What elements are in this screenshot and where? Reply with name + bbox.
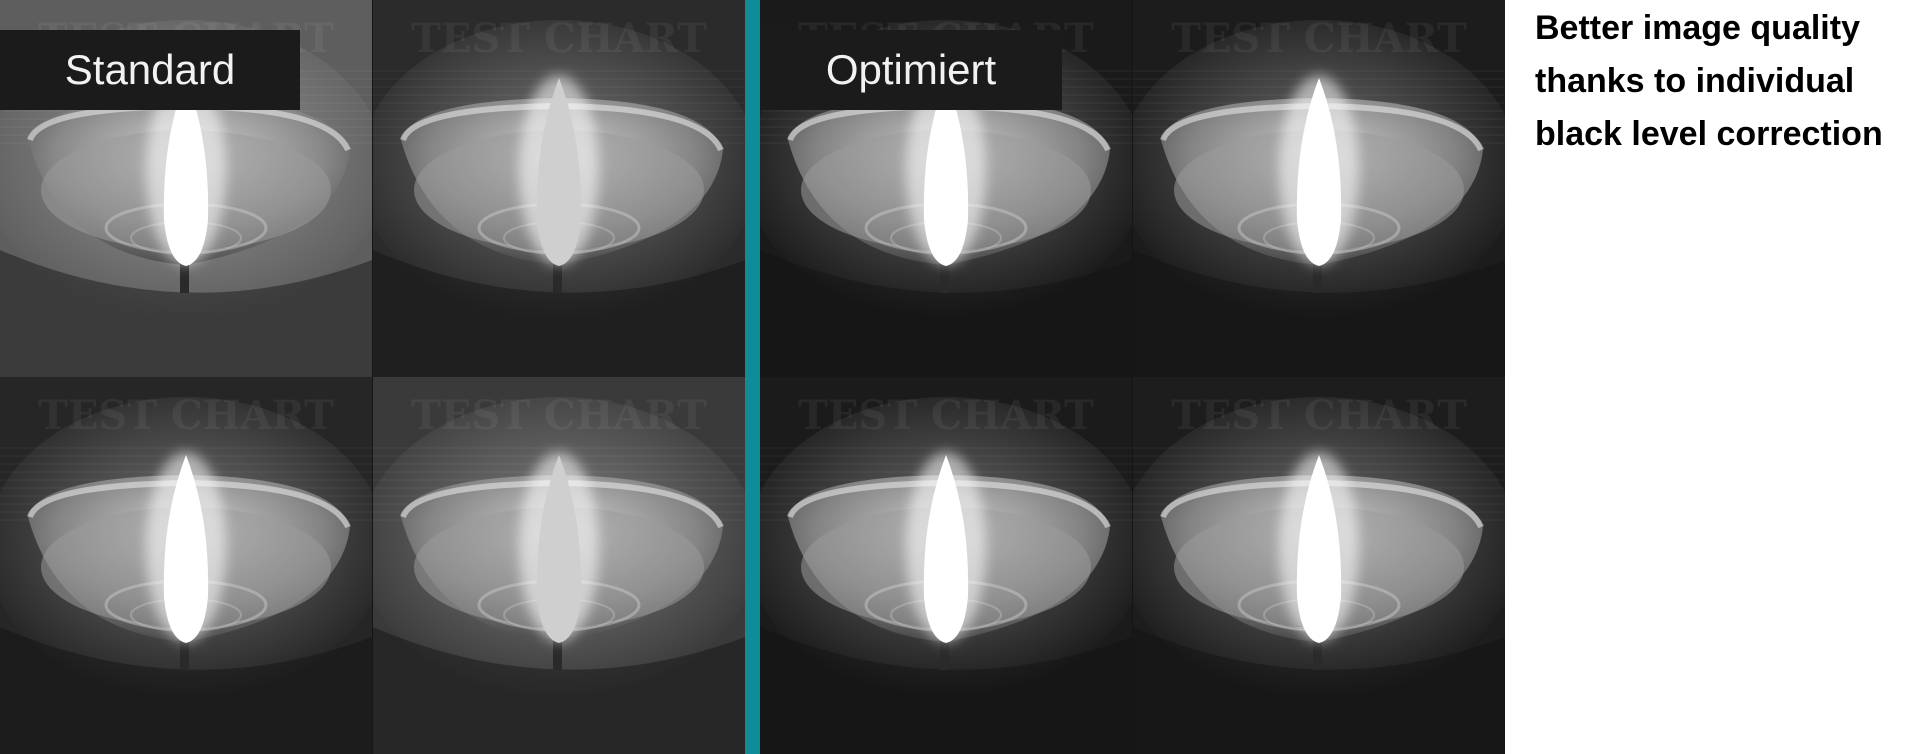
candle-photo: TEST CHART [760,377,1132,754]
standard-bottom-right-tile: TEST CHART [373,377,745,754]
candle-photo: TEST CHART [373,0,745,377]
standard-label: Standard [0,30,300,110]
optimized-label: Optimiert [760,30,1062,110]
optimized-top-right-tile: TEST CHART [1133,0,1505,377]
candle-photo: TEST CHART [1133,0,1505,377]
standard-bottom-left-tile: TEST CHART [0,377,372,754]
caption-line-1: Better image quality [1535,9,1860,47]
caption-line-2: thanks to individual [1535,62,1855,100]
candle-photo: TEST CHART [1133,377,1505,754]
candle-photo: TEST CHART [0,377,372,754]
optimized-bottom-left-tile: TEST CHART [760,377,1132,754]
candle-photo: TEST CHART [373,377,745,754]
optimized-panel: TEST CHART TEST CHART TEST CHART TEST CH… [760,0,1505,754]
standard-top-right-tile: TEST CHART [373,0,745,377]
standard-panel: TEST CHART TEST CHART TEST CHART TEST CH… [0,0,745,754]
panel-divider [745,0,760,754]
caption-line-3: black level correction [1535,115,1883,153]
caption: Better image quality thanks to individua… [1535,2,1930,161]
image-comparison: TEST CHART TEST CHART TEST CHART TEST CH… [0,0,1505,754]
optimized-bottom-right-tile: TEST CHART [1133,377,1505,754]
